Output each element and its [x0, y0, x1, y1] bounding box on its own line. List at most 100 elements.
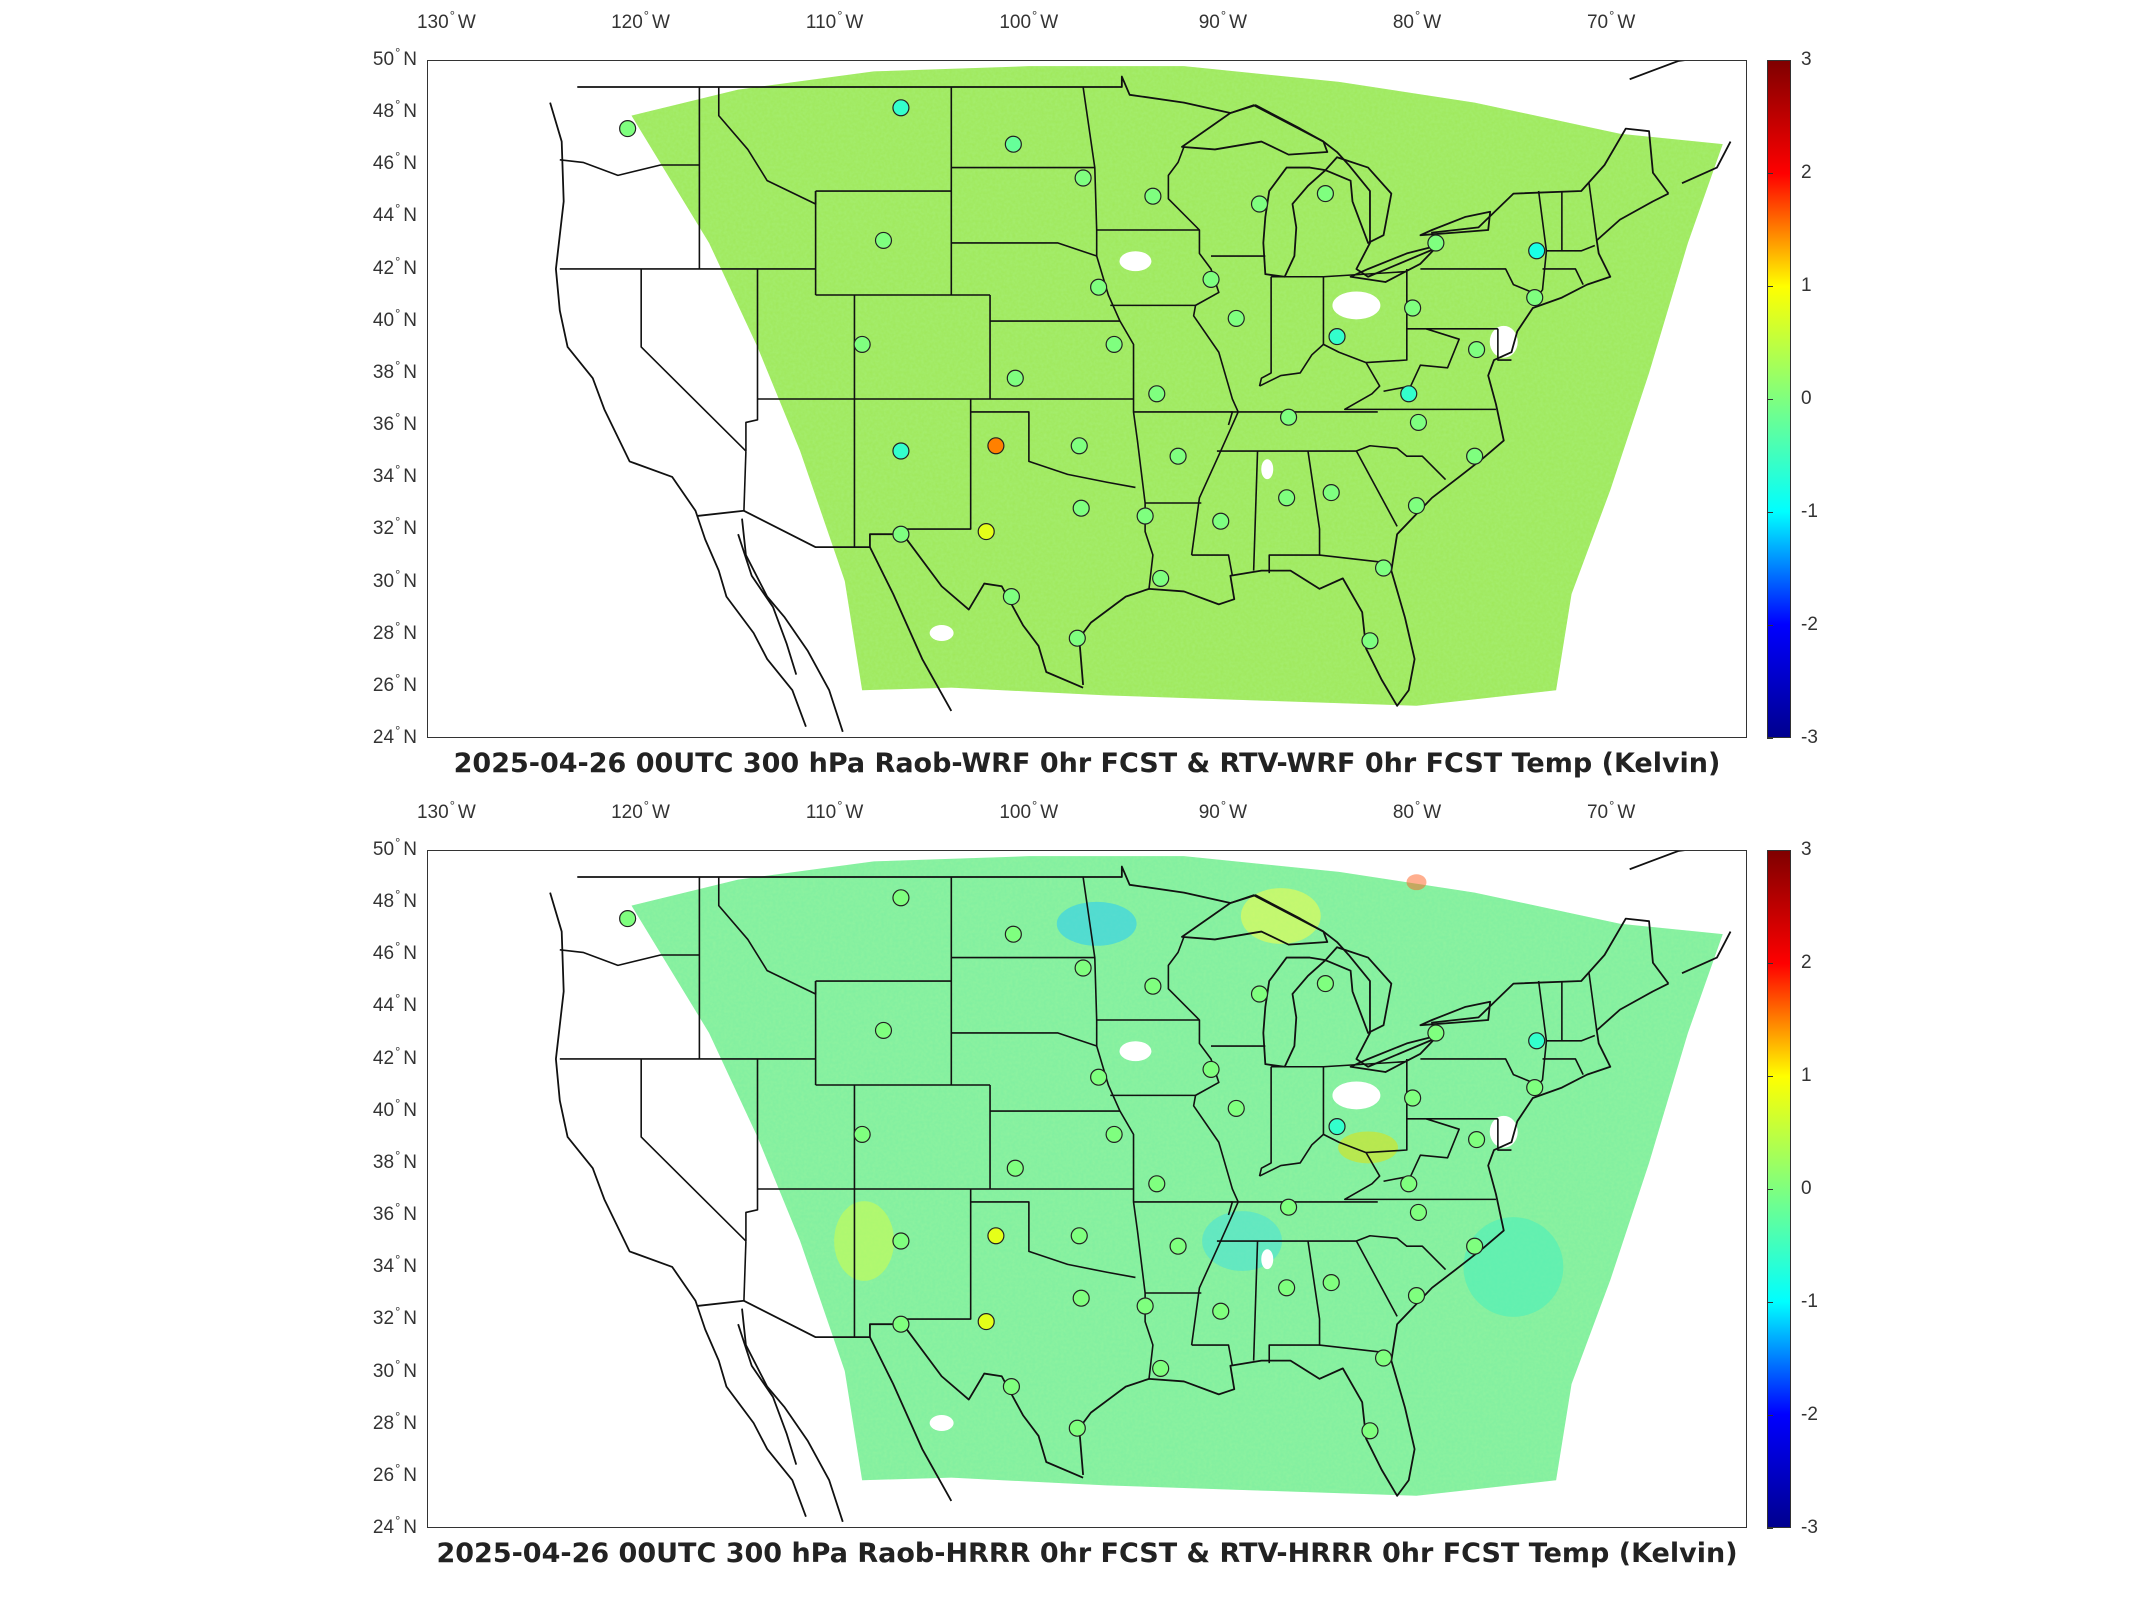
lat-tick-hemisphere: N — [403, 101, 417, 123]
state-border — [743, 451, 747, 511]
colorbar-tick-mark — [1767, 625, 1773, 626]
colorbar-tick-label: 3 — [1801, 839, 1812, 860]
lat-tick-hemisphere: N — [403, 1308, 417, 1330]
degree-symbol: ° — [395, 514, 401, 530]
colorbar-tick-mark — [1767, 173, 1773, 174]
state-border — [1258, 1066, 1272, 1177]
raob-station-marker — [1467, 1131, 1486, 1149]
lat-tick-hemisphere: N — [403, 49, 417, 70]
lat-tick-hemisphere: N — [403, 622, 417, 644]
lon-tick-hemisphere: W — [1229, 802, 1248, 823]
lat-tick-hemisphere: N — [403, 466, 417, 488]
raob-station-marker — [874, 231, 893, 249]
raob-station-marker — [1467, 341, 1486, 359]
missing-data-patch — [1119, 1041, 1152, 1062]
colorbar-tick-label: 1 — [1801, 275, 1812, 296]
state-border — [1420, 1058, 1539, 1086]
raob-station-marker — [1322, 484, 1340, 502]
lat-tick-hemisphere: N — [403, 1256, 417, 1278]
colorbar-tick-mark — [1767, 1302, 1773, 1303]
lon-tick-hemisphere: W — [845, 12, 864, 33]
coastline — [577, 75, 1670, 278]
colorbar-tick-mark — [1767, 738, 1773, 739]
raob-station-marker — [853, 335, 871, 353]
raob-station-marker — [1004, 925, 1022, 943]
state-border — [1323, 270, 1407, 278]
lon-tick-hemisphere: W — [1229, 12, 1248, 33]
panel-title: 2025-04-26 00UTC 300 hPa Raob-WRF 0hr FC… — [453, 748, 1721, 779]
missing-data-patch — [1119, 251, 1152, 272]
lat-tick-value: 50 — [372, 49, 395, 70]
degree-symbol: ° — [395, 618, 401, 634]
lon-tick-label: 120° W — [611, 8, 670, 34]
degree-symbol: ° — [395, 357, 401, 373]
field-anomaly — [1463, 1217, 1564, 1317]
lat-tick-hemisphere: N — [403, 1517, 417, 1538]
degree-symbol: ° — [643, 8, 649, 23]
lat-tick-value: 34 — [372, 466, 395, 488]
lat-tick-value: 46 — [372, 153, 395, 175]
colorbar-tick-label: -2 — [1801, 614, 1818, 635]
degree-symbol: ° — [395, 887, 401, 903]
colorbar-tick-label: -1 — [1801, 501, 1818, 522]
raob-station-marker — [1148, 385, 1166, 403]
lon-tick-label: 120° W — [611, 798, 670, 824]
state-border — [1167, 936, 1239, 1346]
raob-station-marker — [1409, 1203, 1428, 1221]
lat-tick-label: 34° N — [372, 462, 417, 488]
map-panel-hrrr: 130° W 120° W 110° W 100° W 90° W 80° W 70° W 50° N 48°… — [0, 790, 2133, 1580]
raob-station-marker — [1407, 1287, 1426, 1305]
degree-symbol: ° — [395, 149, 401, 165]
degree-symbol: ° — [1415, 798, 1421, 813]
degree-symbol: ° — [395, 410, 401, 426]
lat-tick-label: 24° N — [372, 723, 417, 749]
state-border — [1258, 276, 1272, 387]
degree-symbol: ° — [395, 1408, 401, 1424]
raob-station-marker — [1212, 512, 1230, 530]
raob-station-marker — [1072, 499, 1090, 517]
colorbar-tick-label: -2 — [1801, 1404, 1818, 1425]
raob-station-marker — [1136, 1297, 1154, 1315]
raob-station-marker — [1105, 1125, 1123, 1143]
map-panel-wrf: 130° W 120° W 110° W 100° W 90° W 80° W 70° W 50° N 48°… — [0, 0, 2133, 790]
lon-tick-hemisphere: W — [1617, 12, 1636, 33]
degree-symbol: ° — [395, 462, 401, 478]
missing-data-patch — [929, 1415, 954, 1431]
raob-station-marker — [1409, 413, 1428, 431]
raob-station-marker — [1006, 369, 1024, 387]
raob-station-marker — [1074, 959, 1092, 977]
lon-tick-label: 130° W — [417, 8, 476, 34]
colorbar-tick-label: 0 — [1801, 1178, 1812, 1199]
raob-station-marker — [1004, 135, 1022, 153]
lat-tick-label: 44° N — [373, 991, 417, 1017]
lat-tick-value: 24 — [372, 727, 395, 748]
lat-tick-value: 42 — [372, 1047, 395, 1069]
state-border — [640, 1058, 747, 1242]
raob-station-marker — [1278, 489, 1296, 507]
raob-station-marker — [1278, 1279, 1296, 1297]
degree-symbol: ° — [449, 798, 455, 813]
colorbar-tick-mark — [1767, 399, 1773, 400]
lat-tick-label: 28° N — [373, 619, 417, 645]
lat-tick-hemisphere: N — [403, 839, 417, 860]
raob-station-marker — [1404, 1089, 1422, 1107]
degree-symbol: ° — [395, 566, 401, 582]
state-border — [1259, 1133, 1496, 1201]
lat-tick-value: 50 — [372, 839, 395, 860]
lon-tick-label: 110° W — [806, 8, 864, 34]
coastline — [697, 509, 1084, 689]
degree-symbol: ° — [395, 1252, 401, 1268]
degree-symbol: ° — [1220, 8, 1227, 23]
lat-tick-value: 44 — [372, 205, 395, 227]
raob-station-marker — [1002, 1378, 1020, 1396]
raob-station-marker — [987, 437, 1005, 455]
lat-tick-hemisphere: N — [403, 674, 417, 696]
raob-station-marker — [1090, 1068, 1108, 1086]
raob-station-marker — [1136, 507, 1154, 525]
raob-station-marker — [892, 442, 910, 460]
raob-station-marker — [1400, 385, 1418, 403]
lon-tick-label: 130° W — [417, 798, 476, 824]
degree-symbol: ° — [395, 1460, 401, 1476]
raob-station-marker — [1374, 1349, 1393, 1367]
degree-symbol: ° — [395, 1043, 401, 1059]
